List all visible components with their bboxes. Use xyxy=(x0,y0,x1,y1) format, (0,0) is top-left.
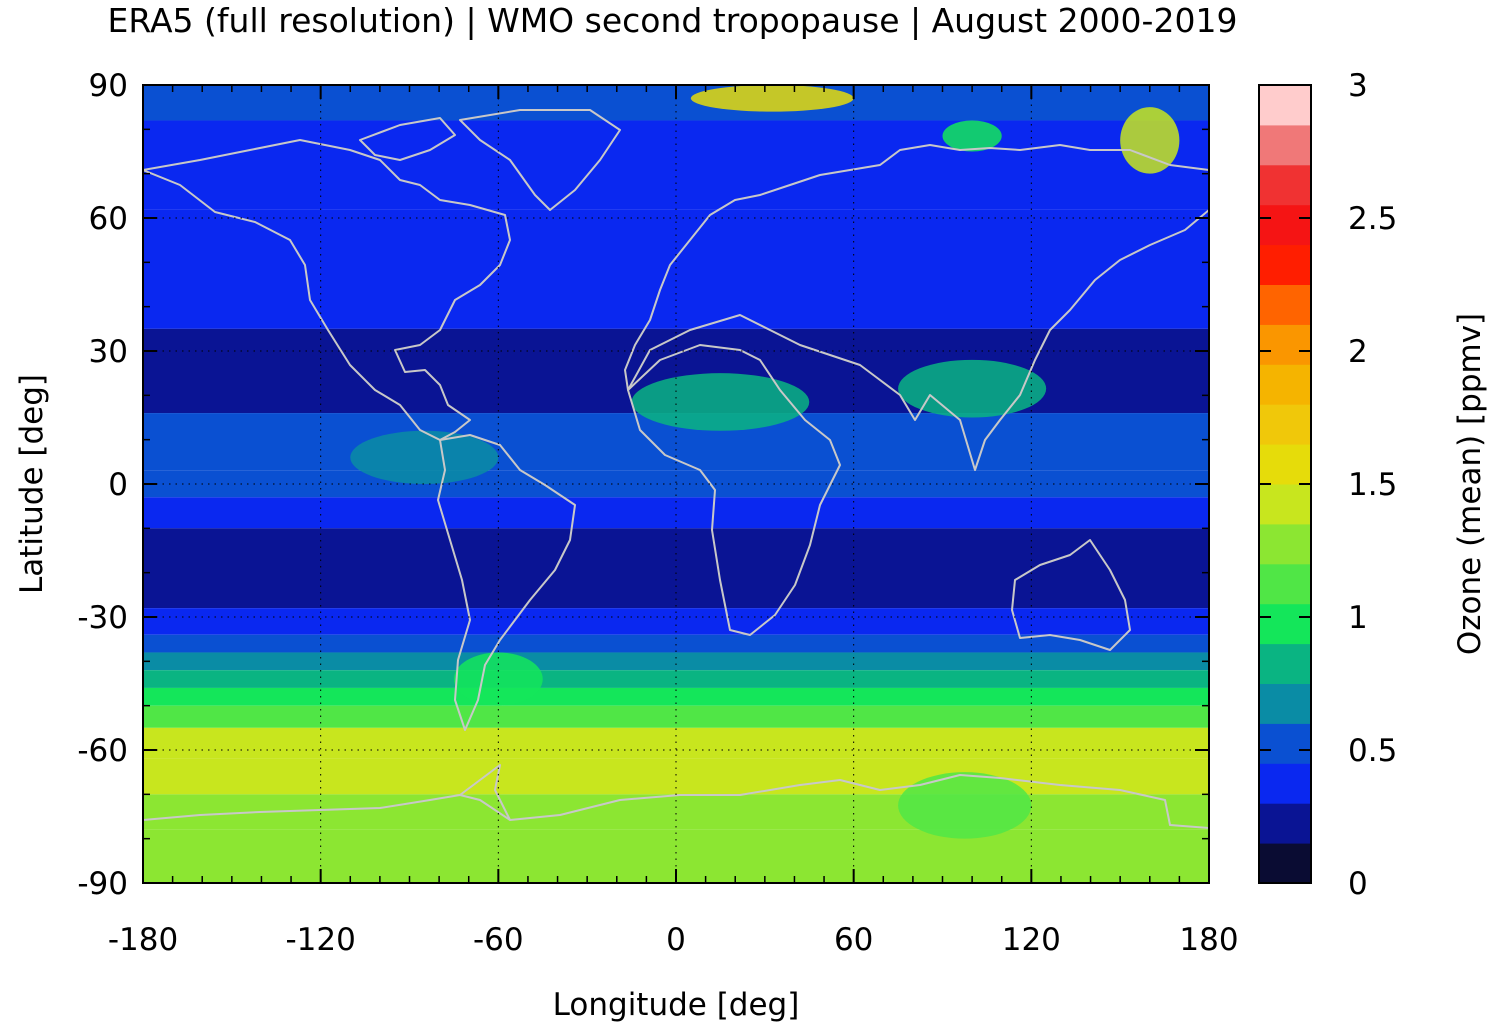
zonal-band-9 xyxy=(143,634,1209,653)
colorbar-level-6 xyxy=(1259,603,1311,645)
colorbar-level-5 xyxy=(1259,643,1311,684)
y-tick-label: 30 xyxy=(89,334,128,370)
colorbar-tick-label: 2.5 xyxy=(1348,201,1397,237)
ozone-feature-3 xyxy=(453,652,543,706)
colorbar-ticks: 3 2.5 2 1.5 1 0.5 0 xyxy=(1259,68,1397,902)
colorbar-tick-label: 2 xyxy=(1348,334,1368,370)
y-tick-label: -60 xyxy=(77,733,128,769)
colorbar xyxy=(1258,84,1312,884)
zonal-band-11 xyxy=(143,670,1209,688)
y-tick-label: 60 xyxy=(89,201,128,237)
colorbar-tick-label: 0.5 xyxy=(1348,733,1397,769)
coastline-south-america xyxy=(437,434,576,731)
y-tick-label: 90 xyxy=(89,68,128,104)
x-axis-title: Longitude [deg] xyxy=(553,987,800,1023)
zonal-band-10 xyxy=(143,652,1209,671)
x-tick-label: 0 xyxy=(666,922,686,958)
colorbar-tick-label: 0 xyxy=(1348,866,1368,902)
y-axis-ticks: 90 60 30 0 -30 -60 -90 xyxy=(77,68,1209,902)
colorbar-level-3 xyxy=(1259,723,1311,764)
coastline-greenland xyxy=(459,109,621,211)
ozone-feature-4 xyxy=(898,772,1032,839)
colorbar-level-4 xyxy=(1259,683,1311,724)
colorbar-tick-label: 1 xyxy=(1348,600,1368,636)
x-tick-label: -180 xyxy=(108,922,178,958)
colorbar-level-9 xyxy=(1259,484,1311,525)
coastlines xyxy=(143,109,1209,829)
x-tick-label: -60 xyxy=(473,922,524,958)
chart-title: ERA5 (full resolution) | WMO second trop… xyxy=(107,1,1238,40)
coastline-arctic-islands xyxy=(359,117,456,161)
x-tick-label: 180 xyxy=(1179,922,1238,958)
ozone-feature-5 xyxy=(690,85,854,112)
x-tick-label: 120 xyxy=(1002,922,1061,958)
zonal-band-1 xyxy=(143,120,1209,210)
coastline-eurasia-africa xyxy=(624,144,1209,471)
coastline-australia xyxy=(1011,539,1131,651)
colorbar-level-13 xyxy=(1259,324,1311,365)
zonal-band-15 xyxy=(143,758,1209,795)
y-tick-label: 0 xyxy=(108,467,128,503)
zonal-band-16 xyxy=(143,794,1209,830)
colorbar-title: Ozone (mean) [ppmv] xyxy=(1452,313,1488,655)
colorbar-level-19 xyxy=(1259,85,1311,126)
x-tick-label: 60 xyxy=(834,922,873,958)
y-tick-label: -90 xyxy=(77,866,128,902)
zonal-band-2 xyxy=(143,209,1209,329)
colorbar-level-11 xyxy=(1259,404,1311,445)
x-tick-label: -120 xyxy=(285,922,355,958)
y-tick-label: -30 xyxy=(77,600,128,636)
ozone-feature-0 xyxy=(631,373,810,431)
colorbar-level-15 xyxy=(1259,244,1311,285)
ozone-feature-6 xyxy=(942,120,1002,152)
coastline-antarctica xyxy=(143,774,1209,829)
colorbar-tick-label: 3 xyxy=(1348,68,1368,104)
zonal-band-14 xyxy=(143,727,1209,759)
colorbar-level-12 xyxy=(1259,364,1311,405)
colorbar-level-10 xyxy=(1259,444,1311,485)
colorbar-level-14 xyxy=(1259,284,1311,325)
coastline-north-america xyxy=(143,139,511,441)
grid-lines xyxy=(143,85,1209,883)
colorbar-level-17 xyxy=(1259,164,1311,206)
colorbar-level-16 xyxy=(1259,204,1311,246)
ozone-feature-7 xyxy=(1120,107,1180,174)
colorbar-tick-label: 1.5 xyxy=(1348,467,1397,503)
coastline-antarctic-peninsula xyxy=(459,764,511,821)
coastline-africa xyxy=(627,344,841,636)
zonal-band-7 xyxy=(143,528,1209,609)
colorbar-level-0 xyxy=(1259,843,1311,884)
ozone-feature-1 xyxy=(898,359,1047,418)
colorbar-level-2 xyxy=(1259,763,1311,804)
y-axis-title: Latitude [deg] xyxy=(14,374,50,594)
colorbar-level-7 xyxy=(1259,563,1311,605)
colorbar-level-8 xyxy=(1259,523,1311,565)
x-axis-ticks: -180 -120 -60 0 60 120 180 xyxy=(108,85,1239,958)
ozone-feature-2 xyxy=(350,430,499,484)
colorbar-level-1 xyxy=(1259,803,1311,844)
colorbar-level-18 xyxy=(1259,124,1311,166)
